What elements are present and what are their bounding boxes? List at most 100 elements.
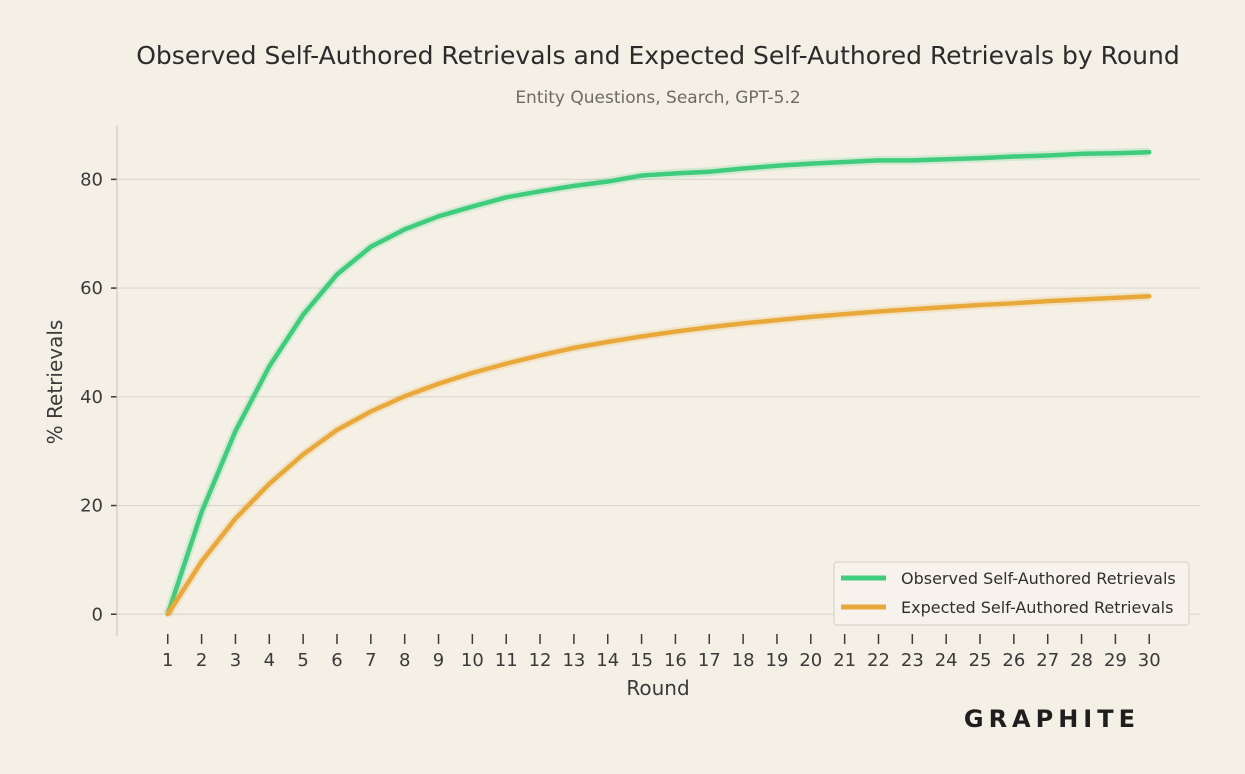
data-point-observed — [707, 169, 712, 174]
chart-title: Observed Self-Authored Retrievals and Ex… — [136, 41, 1179, 70]
y-tick-label: 40 — [80, 387, 103, 408]
data-point-observed — [1113, 151, 1118, 156]
data-point-expected — [774, 318, 779, 323]
data-point-expected — [301, 452, 306, 457]
x-tick-label: 14 — [596, 650, 619, 671]
series-lines — [163, 147, 1152, 617]
x-tick-label: 5 — [297, 650, 308, 671]
x-tick-label: 7 — [365, 650, 376, 671]
x-tick-label: 10 — [461, 650, 484, 671]
x-tick-label: 20 — [799, 650, 822, 671]
x-tick-label: 17 — [698, 650, 721, 671]
x-tick-label: 29 — [1104, 650, 1127, 671]
data-point-observed — [876, 158, 881, 163]
data-point-observed — [470, 204, 475, 209]
data-point-observed — [808, 161, 813, 166]
series-line-expected — [165, 293, 1152, 617]
data-point-expected — [605, 339, 610, 344]
data-point-expected — [1147, 294, 1152, 299]
y-axis-label: % Retrievals — [43, 320, 67, 445]
legend-box — [833, 561, 1190, 626]
x-tick-label: 21 — [833, 650, 856, 671]
legend-label-observed: Observed Self-Authored Retrievals — [901, 569, 1176, 588]
x-tick-label: 1 — [162, 650, 173, 671]
x-tick-label: 15 — [630, 650, 653, 671]
data-point-observed — [334, 272, 339, 277]
data-point-observed — [1011, 154, 1016, 159]
data-point-observed — [1147, 150, 1152, 155]
data-point-observed — [741, 166, 746, 171]
data-point-observed — [504, 195, 509, 200]
data-point-expected — [233, 516, 238, 521]
data-point-expected — [571, 345, 576, 350]
x-tick-label: 18 — [732, 650, 755, 671]
data-point-observed — [538, 189, 543, 194]
data-point-expected — [944, 305, 949, 310]
x-tick-label: 25 — [969, 650, 992, 671]
data-point-observed — [605, 179, 610, 184]
x-tick-label: 8 — [399, 650, 410, 671]
x-tick-label: 26 — [1002, 650, 1025, 671]
x-tick-label: 3 — [230, 650, 241, 671]
series-line-observed — [165, 149, 1152, 617]
data-point-expected — [1079, 297, 1084, 302]
data-point-observed — [402, 227, 407, 232]
data-point-expected — [673, 329, 678, 334]
data-point-expected — [504, 361, 509, 366]
data-point-expected — [334, 427, 339, 432]
data-point-expected — [876, 309, 881, 314]
x-tick-label: 6 — [331, 650, 342, 671]
data-point-expected — [978, 302, 983, 307]
data-point-observed — [910, 158, 915, 163]
x-tick-label: 23 — [901, 650, 924, 671]
x-tick-label: 13 — [562, 650, 585, 671]
data-point-expected — [741, 321, 746, 326]
data-point-expected — [1011, 301, 1016, 306]
x-tick-label: 28 — [1070, 650, 1093, 671]
x-tick-label: 9 — [433, 650, 444, 671]
x-tick-label: 19 — [766, 650, 789, 671]
data-point-observed — [368, 244, 373, 249]
y-tick-label: 60 — [80, 278, 103, 299]
data-point-observed — [978, 156, 983, 161]
data-point-expected — [808, 314, 813, 319]
data-point-expected — [470, 370, 475, 375]
x-tick-label: 27 — [1036, 650, 1059, 671]
data-point-expected — [707, 325, 712, 330]
legend: Observed Self-Authored Retrievals Expect… — [833, 561, 1190, 626]
chart-subtitle: Entity Questions, Search, GPT-5.2 — [515, 88, 800, 108]
x-tick-label: 11 — [495, 650, 518, 671]
data-point-observed — [842, 159, 847, 164]
x-tick-label: 22 — [867, 650, 890, 671]
legend-label-expected: Expected Self-Authored Retrievals — [901, 598, 1173, 617]
data-point-observed — [639, 173, 644, 178]
brand-logo: GRAPHITE — [964, 705, 1140, 733]
data-point-expected — [538, 353, 543, 358]
data-point-expected — [267, 481, 272, 486]
x-tick-label: 4 — [264, 650, 275, 671]
y-tick-label: 20 — [80, 496, 103, 517]
y-tick-label: 0 — [92, 604, 103, 625]
data-point-expected — [165, 612, 170, 617]
data-point-observed — [436, 214, 441, 219]
x-tick-label: 16 — [664, 650, 687, 671]
data-point-observed — [301, 312, 306, 317]
data-point-expected — [1045, 299, 1050, 304]
gridlines — [117, 178, 1200, 615]
x-tick-label: 24 — [935, 650, 958, 671]
data-point-expected — [402, 394, 407, 399]
data-point-observed — [1045, 153, 1050, 158]
data-point-expected — [368, 409, 373, 414]
data-point-observed — [944, 157, 949, 162]
data-point-expected — [436, 381, 441, 386]
x-tick-label: 2 — [196, 650, 207, 671]
data-point-observed — [199, 510, 204, 515]
data-point-expected — [639, 334, 644, 339]
x-tick-label: 30 — [1138, 650, 1161, 671]
data-point-expected — [199, 559, 204, 564]
data-point-expected — [842, 312, 847, 317]
y-tick-label: 80 — [80, 169, 103, 190]
series-halo-observed — [163, 147, 1150, 616]
